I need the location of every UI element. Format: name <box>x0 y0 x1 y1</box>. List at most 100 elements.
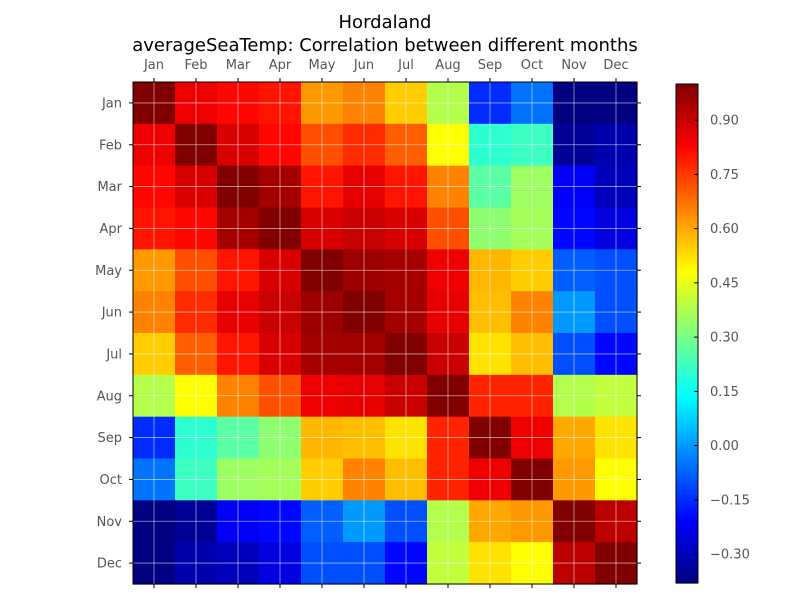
colorbar-tick-label: −0.30 <box>710 548 750 563</box>
colorbar-segment <box>676 358 698 363</box>
colorbar-segment <box>676 280 698 285</box>
colorbar-segment <box>676 326 698 331</box>
colorbar-segment <box>676 329 698 335</box>
colorbar-segment <box>676 390 698 395</box>
colorbar-segment <box>676 383 698 388</box>
colorbar-segment <box>676 94 698 99</box>
colorbar-segment <box>676 265 698 270</box>
colorbar-segment <box>676 351 698 356</box>
x-tick-label: Jul <box>397 58 414 73</box>
colorbar-segment <box>676 511 698 516</box>
colorbar-segment <box>676 568 698 573</box>
colorbar-segment <box>676 340 698 345</box>
colorbar-segment <box>676 504 698 509</box>
y-tick-label: Jul <box>105 347 122 362</box>
y-tick-label: Apr <box>100 222 123 237</box>
colorbar-segment <box>676 443 698 449</box>
colorbar-segment <box>676 354 698 360</box>
colorbar-tick-label: 0.45 <box>710 276 739 291</box>
colorbar-segment <box>676 283 698 288</box>
colorbar-segment <box>676 479 698 484</box>
colorbar-segment <box>676 408 698 413</box>
colorbar-segment <box>676 187 698 192</box>
colorbar-segment <box>676 290 698 295</box>
colorbar-segment <box>676 158 698 164</box>
colorbar-segment <box>676 87 698 92</box>
colorbar-segment <box>676 155 698 160</box>
colorbar-segment <box>676 486 698 491</box>
colorbar-segment <box>676 212 698 217</box>
colorbar-segment <box>676 440 698 445</box>
colorbar-segment <box>676 130 698 135</box>
colorbar-segment <box>676 294 698 299</box>
colorbar-segment <box>676 337 698 342</box>
colorbar-segment <box>676 237 698 242</box>
colorbar-segment <box>676 198 698 203</box>
colorbar-segment <box>676 522 698 527</box>
colorbar-segment <box>676 101 698 106</box>
colorbar-segment <box>676 483 698 488</box>
colorbar-segment <box>676 301 698 306</box>
colorbar-segment <box>676 397 698 402</box>
colorbar-segment <box>676 176 698 181</box>
heatmap <box>133 82 638 585</box>
y-tick-label: Jan <box>101 96 122 111</box>
colorbar-segment <box>676 575 698 581</box>
colorbar-segment <box>676 255 698 260</box>
colorbar-segment <box>676 547 698 552</box>
colorbar-segment <box>676 376 698 381</box>
colorbar-segment <box>676 297 698 303</box>
colorbar-segment <box>676 304 698 310</box>
colorbar-segment <box>676 518 698 523</box>
colorbar-segment <box>676 572 698 577</box>
colorbar-segment <box>676 501 698 506</box>
colorbar-segment <box>676 493 698 499</box>
grid <box>133 82 637 584</box>
axes: Jan Jan Feb Feb Mar Mar Apr Apr May May Jun Jun Jul J… <box>95 58 641 588</box>
colorbar-segment <box>676 312 698 317</box>
colorbar-tick-label: 0.75 <box>710 168 739 183</box>
colorbar-segment <box>676 558 698 563</box>
colorbar-segment <box>676 201 698 206</box>
colorbar-segment <box>676 579 698 584</box>
colorbar-segment <box>676 112 698 117</box>
colorbar-segment <box>676 276 698 281</box>
colorbar-segment <box>676 208 698 213</box>
colorbar-segment <box>676 550 698 556</box>
colorbar-segment <box>676 401 698 406</box>
colorbar-segment <box>676 180 698 185</box>
colorbar-segment <box>676 461 698 466</box>
colorbar-segment <box>676 433 698 438</box>
colorbar-segment <box>676 151 698 156</box>
colorbar-segment <box>676 219 698 224</box>
chart-title: Hordaland <box>339 12 432 33</box>
colorbar-segment <box>676 561 698 566</box>
colorbar-segment <box>676 116 698 121</box>
x-tick-label: Oct <box>521 58 543 73</box>
colorbar-segment <box>676 262 698 267</box>
colorbar-segment <box>676 322 698 327</box>
y-tick-label: Sep <box>97 431 122 446</box>
colorbar-segment <box>676 173 698 178</box>
colorbar-segment <box>676 451 698 456</box>
x-tick-label: May <box>309 58 336 73</box>
colorbar-segment <box>676 536 698 541</box>
colorbar-segment <box>676 515 698 520</box>
colorbar-segment <box>676 287 698 292</box>
colorbar: 0.90 0.75 0.60 0.45 0.30 0.15 0.00 −0.15 −0.30 <box>675 83 750 584</box>
x-tick-label: Jun <box>353 58 374 73</box>
x-tick-label: Dec <box>603 58 628 73</box>
colorbar-segment <box>676 411 698 417</box>
colorbar-segment <box>676 415 698 420</box>
colorbar-segment <box>676 386 698 392</box>
colorbar-tick-label: 0.15 <box>710 385 739 400</box>
colorbar-segment <box>676 454 698 459</box>
colorbar-segment <box>676 447 698 452</box>
y-tick-label: Dec <box>97 557 122 572</box>
colorbar-segment <box>676 148 698 153</box>
colorbar-segment <box>676 379 698 384</box>
colorbar-segment <box>676 244 698 249</box>
colorbar-segment <box>676 404 698 409</box>
colorbar-tick-label: 0.60 <box>710 222 739 237</box>
